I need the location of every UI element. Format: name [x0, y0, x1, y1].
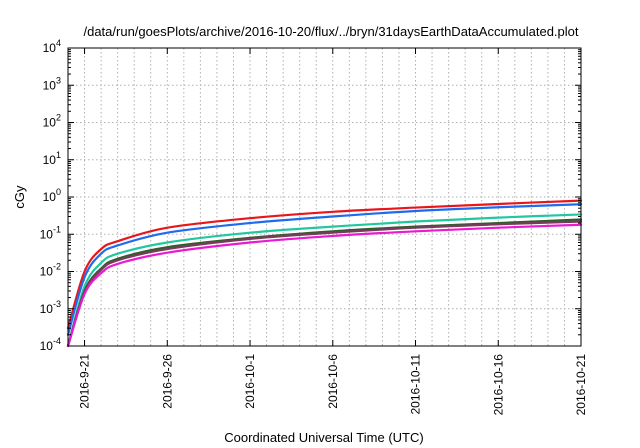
y-tick-base: 10 — [43, 116, 57, 130]
y-tick-exponent: 2 — [56, 113, 61, 123]
x-tick-label: 2016-10-11 — [409, 354, 423, 415]
series-line-1 — [66, 199, 583, 330]
plot-frame — [67, 47, 582, 347]
y-tick-exponent: -3 — [53, 299, 61, 309]
y-tick-exponent: 1 — [56, 150, 61, 160]
y-tick-base: 10 — [43, 78, 57, 92]
y-tick-label: 10-4 — [40, 336, 61, 353]
y-tick-exponent: 3 — [56, 75, 61, 85]
x-tick-label: 2016-10-21 — [574, 354, 588, 416]
chart-title: /data/run/goesPlots/archive/2016-10-20/f… — [83, 24, 578, 39]
y-tick-exponent: -4 — [53, 336, 61, 346]
y-tick-base: 10 — [40, 227, 54, 241]
y-axis-label: cGy — [12, 185, 27, 209]
y-tick-label: 103 — [43, 75, 61, 92]
x-axis-label: Coordinated Universal Time (UTC) — [224, 430, 423, 445]
y-tick-label: 10-1 — [40, 224, 61, 241]
x-tick-label: 2016-10-6 — [326, 354, 340, 409]
y-tick-label: 101 — [43, 150, 61, 167]
y-tick-base: 10 — [40, 339, 54, 353]
y-tick-exponent: 4 — [56, 38, 61, 48]
x-axis-ticks: 2016-9-21 2016-9-26 2016-10-1 2016-10-6 2016… — [78, 48, 588, 415]
y-tick-base: 10 — [40, 302, 54, 316]
x-tick-label: 2016-10-16 — [491, 354, 505, 416]
series-line-5 — [66, 220, 583, 348]
y-tick-base: 10 — [40, 265, 54, 279]
grid — [68, 48, 581, 346]
y-tick-label: 10-3 — [40, 299, 61, 316]
series-line-3 — [66, 213, 583, 348]
y-tick-label: 10-2 — [40, 262, 61, 279]
y-tick-label: 102 — [43, 113, 61, 130]
y-tick-exponent: -2 — [53, 262, 61, 272]
x-tick-label: 2016-10-1 — [243, 354, 257, 409]
y-tick-base: 10 — [43, 190, 57, 204]
y-tick-label: 100 — [43, 187, 61, 204]
y-tick-base: 10 — [43, 153, 57, 167]
y-tick-exponent: 0 — [56, 187, 61, 197]
x-tick-label: 2016-9-21 — [78, 354, 92, 409]
series-line-6 — [66, 223, 583, 348]
y-tick-base: 10 — [43, 41, 57, 55]
y-tick-label: 104 — [43, 38, 61, 55]
series-group — [66, 199, 583, 348]
series-line-2 — [66, 203, 583, 336]
x-tick-label: 2016-9-26 — [160, 354, 174, 409]
y-tick-exponent: -1 — [53, 224, 61, 234]
